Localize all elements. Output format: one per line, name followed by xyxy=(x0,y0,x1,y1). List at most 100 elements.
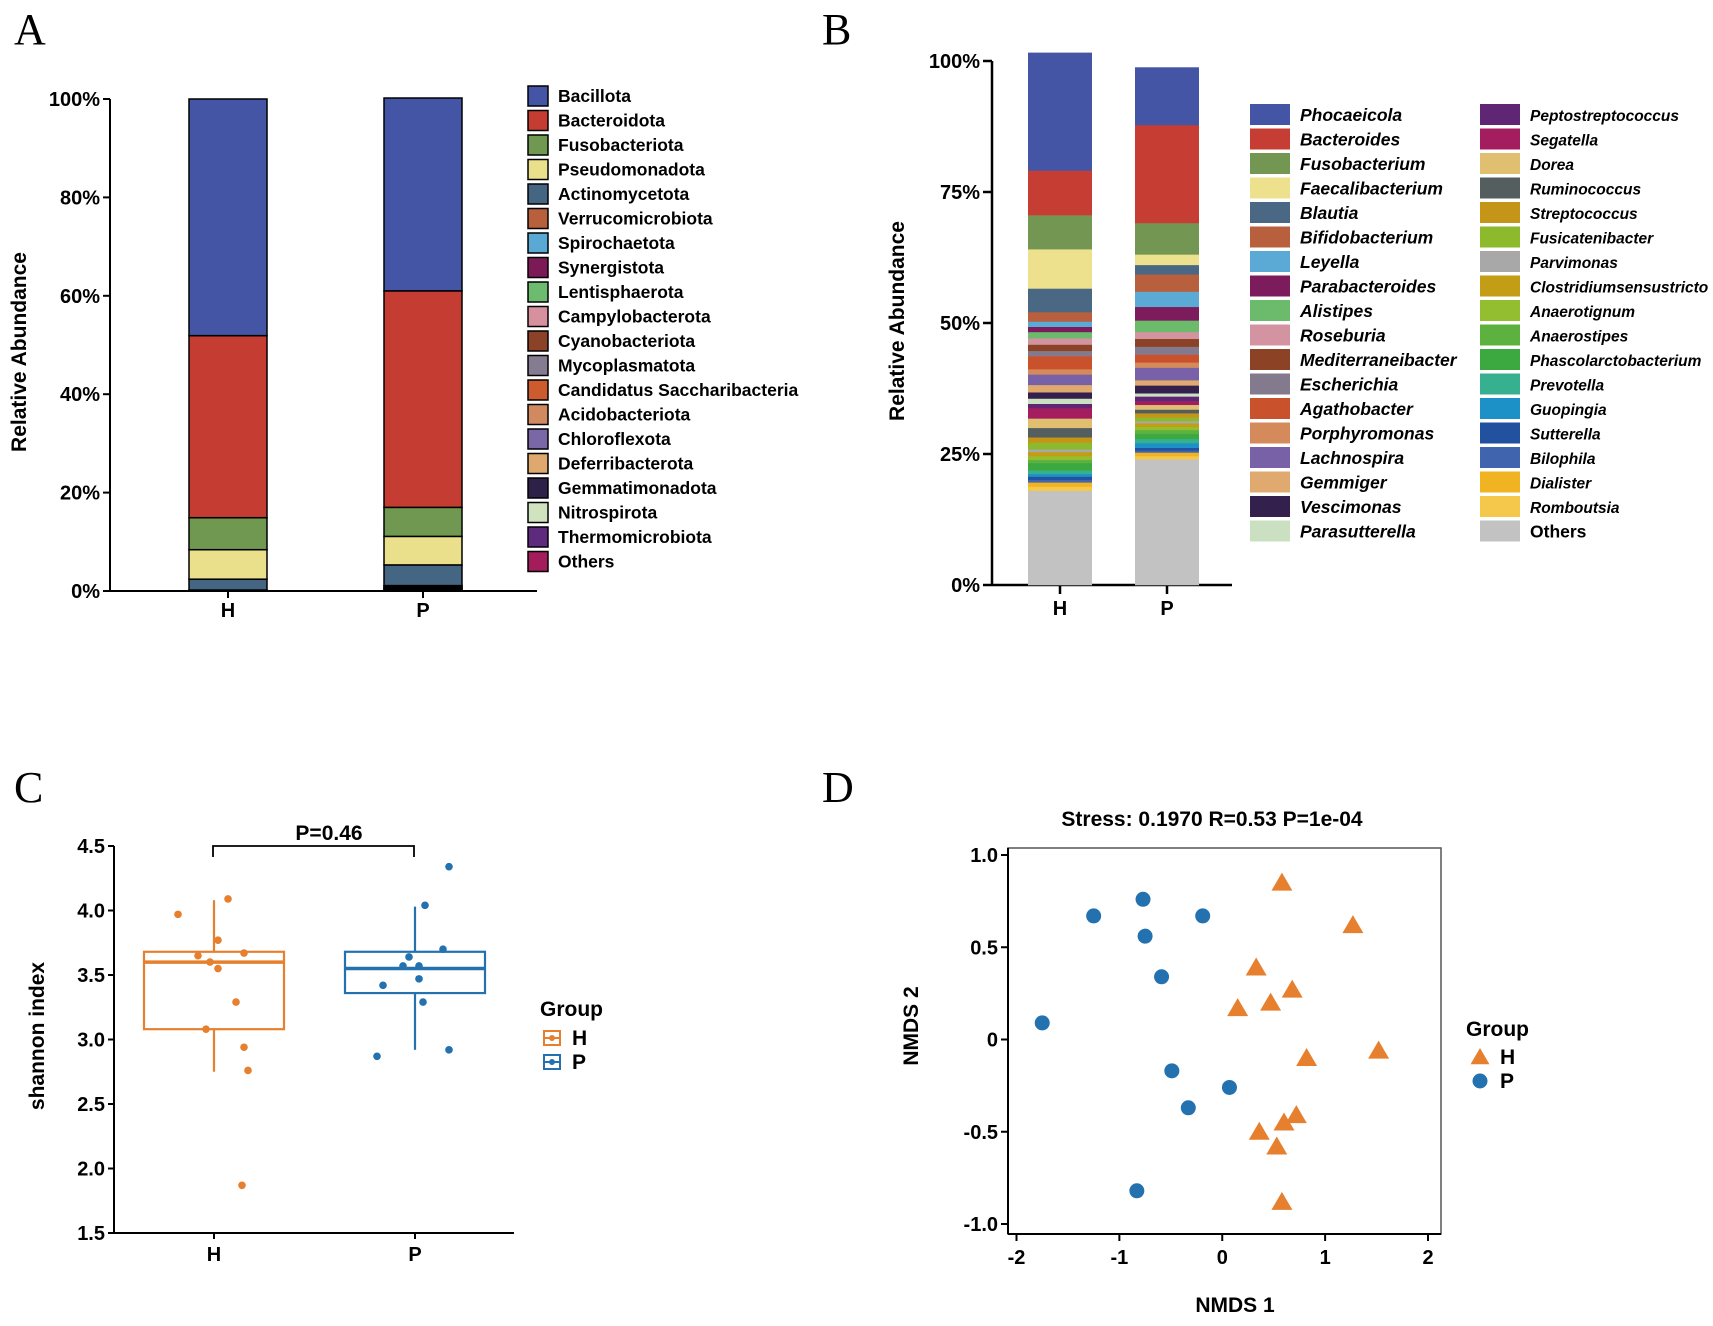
panel-c-point-p xyxy=(373,1052,381,1061)
panel-b-legend-swatch-lachnospira xyxy=(1250,447,1290,468)
panel-c-point-p xyxy=(405,953,413,961)
panel-a-ylabel: Relative Abundance xyxy=(8,252,31,452)
panel-b-legend-swatch-escherichia xyxy=(1250,373,1290,395)
panel-d-point-h xyxy=(1368,1040,1390,1059)
panel-b-bar-fusicatenibacter-p xyxy=(1135,417,1199,422)
panel-a-legend-label-lentisphaerota: Lentisphaerota xyxy=(558,282,684,302)
panel-b-bar-anaerotignum-h xyxy=(1028,456,1092,461)
panel-a-legend-swatch-candidatus-saccharibacteria xyxy=(527,379,549,401)
panel-c-point-h xyxy=(244,1066,252,1075)
panel-b-bar-porphyromonas-h xyxy=(1028,369,1092,375)
panel-b-bar-clostridiumsensustricto-h xyxy=(1028,451,1092,457)
panel-c-chart: shannon index P=0.46 1.5 2.0 2.5 3.0 3.5 4.0 4… xyxy=(26,822,603,1266)
panel-b-bar-parvimonas-p xyxy=(1135,420,1199,424)
panel-b-bar-escherichia-p xyxy=(1135,346,1199,355)
panel-b-legend-label-guopingia: Guopingia xyxy=(1530,402,1607,419)
panel-a-bar-actinomycetota-p xyxy=(383,564,463,587)
panel-b-legend-swatch-guopingia xyxy=(1480,398,1520,419)
panel-c-point-h xyxy=(238,1181,246,1190)
panel-b-legend-label-clostridiumsensustricto: Clostridiumsensustricto xyxy=(1530,280,1708,297)
panel-b-bar-fusobacterium-p xyxy=(1135,222,1199,255)
panel-b-bar-others-p xyxy=(1135,459,1199,586)
panel-b-legend-swatch-phascolarctobacterium xyxy=(1480,349,1520,370)
panel-b-x-tick-label: H xyxy=(1053,598,1067,620)
panel-b-bar-roseburia-p xyxy=(1135,331,1199,340)
panel-a-bar-actinomycetota-h xyxy=(188,578,268,591)
panel-b-bar-dorea-h xyxy=(1028,418,1092,429)
panel-d-legend-label-h: H xyxy=(1500,1046,1515,1069)
panel-b-bar-others-h xyxy=(1028,490,1092,586)
panel-b-bar-fusicatenibacter-h xyxy=(1028,442,1092,450)
panel-a-legend-swatch-deferribacterota xyxy=(527,452,549,475)
panel-d-point-h xyxy=(1342,915,1364,934)
panel-b-legend-label-parabacteroides: Parabacteroides xyxy=(1300,277,1436,297)
panel-b-bar-alistipes-p xyxy=(1135,320,1199,333)
panel-b-legend-label-sutterella: Sutterella xyxy=(1530,427,1601,444)
panel-c-legend-label-p: P xyxy=(572,1051,586,1074)
panel-b-legend-swatch-dialister xyxy=(1480,471,1520,493)
panel-b-legend-label-agathobacter: Agathobacter xyxy=(1299,399,1414,419)
panel-d-point-p xyxy=(1129,1183,1145,1199)
panel-b-bar-mediterraneibacter-p xyxy=(1135,338,1199,347)
panel-c-y-tick-label: 4.0 xyxy=(77,901,105,923)
panel-b-bar-leyella-h xyxy=(1028,321,1092,327)
panel-d-xlabel: NMDS 1 xyxy=(1195,1294,1275,1317)
panel-b-legend-swatch-fusicatenibacter xyxy=(1480,226,1520,248)
panel-b-bar-faecalibacterium-p xyxy=(1135,254,1199,266)
panel-b-legend-label-dorea: Dorea xyxy=(1530,157,1574,174)
panel-d-point-h xyxy=(1271,872,1293,891)
panel-b-bar-anaerotignum-p xyxy=(1135,426,1199,431)
panel-b-legend-label-blautia: Blautia xyxy=(1300,203,1359,223)
panel-a-legend-swatch-actinomycetota xyxy=(527,183,549,205)
panel-d-point-p xyxy=(1195,908,1211,924)
panel-b-bar-bilophila-h xyxy=(1028,479,1092,483)
panel-b-y-tick-label: 100% xyxy=(929,51,980,73)
panel-a-legend-label-deferribacterota: Deferribacterota xyxy=(558,454,693,474)
panel-b-bar-parvimonas-h xyxy=(1028,449,1092,453)
panel-b-bar-dialister-p xyxy=(1135,452,1199,457)
panel-c-legend-dot-p xyxy=(549,1059,555,1065)
panel-d-point-h xyxy=(1266,1136,1288,1155)
panel-a-bar-pseudomonadota-h xyxy=(188,548,268,580)
panel-a-legend-swatch-lentisphaerota xyxy=(527,281,549,303)
panel-a-y-tick-label: 0% xyxy=(71,581,100,603)
panel-b-y-tick-label: 25% xyxy=(940,444,980,466)
panel-b-bar-blautia-h xyxy=(1028,288,1092,313)
panel-d-legend-title: Group xyxy=(1466,1018,1529,1041)
panel-b-legend-label-parasutterella: Parasutterella xyxy=(1300,522,1416,542)
panel-d-point-p xyxy=(1135,891,1151,907)
panel-c-point-h xyxy=(240,1043,248,1052)
panel-b-legend-swatch-phocaeicola xyxy=(1250,104,1290,125)
panel-b-bar-lachnospira-p xyxy=(1135,367,1199,381)
panel-a-legend-label-fusobacteriota: Fusobacteriota xyxy=(558,135,684,155)
panel-b-legend-swatch-bacteroides xyxy=(1250,128,1290,150)
panel-b-legend-swatch-peptostreptococcus xyxy=(1480,104,1520,125)
panel-b-bar-agathobacter-p xyxy=(1135,354,1199,363)
panel-c-point-h xyxy=(202,1025,210,1033)
panel-b-bar-blautia-p xyxy=(1135,264,1199,275)
panel-c-y-tick-label: 3.5 xyxy=(77,965,105,987)
panel-b-bar-bifidobacterium-p xyxy=(1135,274,1199,292)
panel-b-bar-romboutsia-h xyxy=(1028,486,1092,491)
panel-a-legend-label-pseudomonadota: Pseudomonadota xyxy=(558,160,705,180)
panel-a-y-tick-label: 40% xyxy=(60,384,100,406)
panel-a-legend-swatch-gemmatimonadota xyxy=(527,477,549,499)
panel-a-legend-label-synergistota: Synergistota xyxy=(558,258,664,278)
panel-b-bar-gemmiger-p xyxy=(1135,380,1199,386)
panel-b-legend-swatch-alistipes xyxy=(1250,300,1290,321)
panel-d-point-p xyxy=(1221,1079,1237,1095)
panel-b-legend-swatch-anaerostipes xyxy=(1480,324,1520,346)
panel-b-legend-swatch-bifidobacterium xyxy=(1250,226,1290,248)
panel-b-legend-swatch-vescimonas xyxy=(1250,496,1290,517)
panel-c-x-tick-label: H xyxy=(207,1244,221,1266)
panel-c-legend-label-h: H xyxy=(572,1027,587,1050)
panel-a-legend-label-bacillota: Bacillota xyxy=(558,86,631,106)
panel-b-bar-streptococcus-p xyxy=(1135,413,1199,418)
panel-a-legend-label-candidatus-saccharibacteria: Candidatus Saccharibacteria xyxy=(558,380,798,400)
panel-a-legend-label-mycoplasmatota: Mycoplasmatota xyxy=(558,356,695,376)
panel-a-legend-swatch-cyanobacteriota xyxy=(527,330,549,352)
panel-d-point-h xyxy=(1285,1105,1307,1124)
panel-b-bar-parabacteroides-h xyxy=(1028,326,1092,333)
panel-d-y-tick-label: 0.5 xyxy=(970,937,998,959)
